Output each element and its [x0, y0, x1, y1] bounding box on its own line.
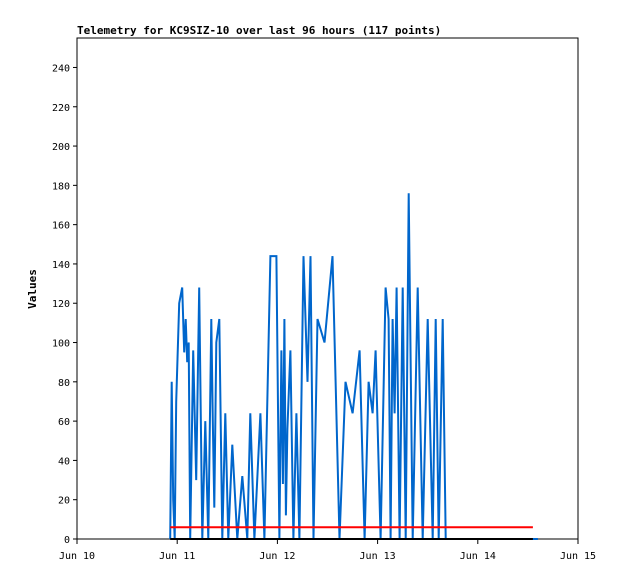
y-tick-label: 240 — [52, 63, 70, 74]
y-tick-label: 220 — [52, 103, 70, 114]
x-axis: Jun 10 Jun 11 Jun 12 Jun 13 Jun 14 Jun 15 — [59, 539, 596, 562]
y-tick-label: 160 — [52, 221, 70, 232]
y-tick-label: 140 — [52, 260, 70, 271]
y-axis: 0 20 40 60 80 100 120 140 160 180 200 220 240 — [52, 63, 77, 546]
y-tick-label: 80 — [58, 378, 70, 389]
y-tick-label: 180 — [52, 181, 70, 192]
y-tick-label: 60 — [58, 417, 70, 428]
x-tick-label: Jun 14 — [460, 551, 496, 562]
y-tick-label: 120 — [52, 299, 70, 310]
x-tick-label: Jun 10 — [59, 551, 95, 562]
y-tick-label: 200 — [52, 142, 70, 153]
series-group — [169, 193, 538, 540]
y-tick-label: 20 — [58, 496, 70, 507]
y-tick-label: 0 — [64, 535, 70, 546]
x-tick-label: Jun 12 — [259, 551, 295, 562]
y-axis-label: Values — [26, 269, 39, 309]
x-tick-label: Jun 13 — [360, 551, 396, 562]
y-tick-label: 40 — [58, 456, 70, 467]
y-tick-label: 100 — [52, 339, 70, 350]
x-tick-label: Jun 15 — [560, 551, 596, 562]
plot-area — [76, 37, 579, 540]
chart-title: Telemetry for KC9SIZ-10 over last 96 hou… — [77, 24, 441, 37]
x-tick-label: Jun 11 — [159, 551, 195, 562]
